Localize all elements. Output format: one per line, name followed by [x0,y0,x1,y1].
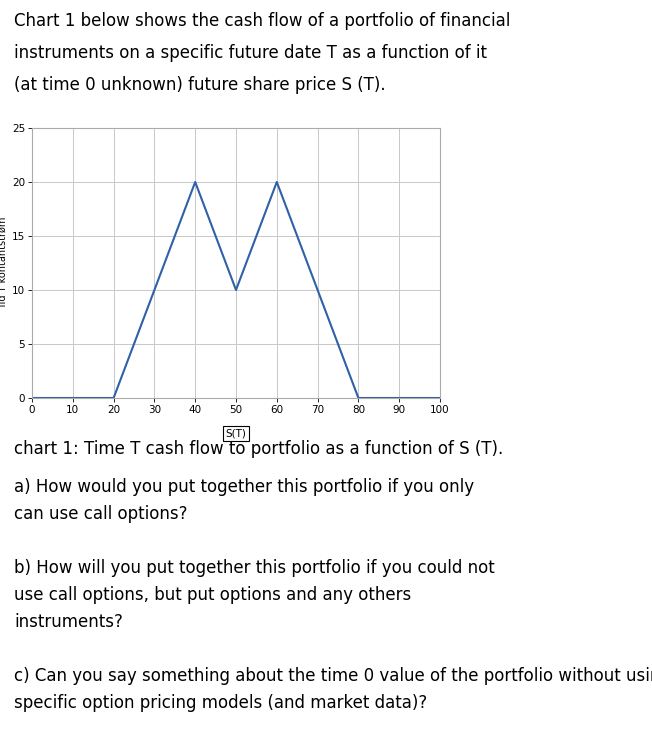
Text: can use call options?: can use call options? [14,505,188,523]
Text: use call options, but put options and any others: use call options, but put options and an… [14,586,411,604]
Text: c) Can you say something about the time 0 value of the portfolio without using: c) Can you say something about the time … [14,667,652,685]
Text: (at time 0 unknown) future share price S (T).: (at time 0 unknown) future share price S… [14,76,385,94]
Text: chart 1: Time T cash flow to portfolio as a function of S (T).: chart 1: Time T cash flow to portfolio a… [14,440,503,458]
Y-axis label: Tid T kontantstrøm: Tid T kontantstrøm [0,217,8,310]
Text: Chart 1 below shows the cash flow of a portfolio of financial: Chart 1 below shows the cash flow of a p… [14,12,511,30]
Text: instruments?: instruments? [14,613,123,631]
Text: instruments on a specific future date T as a function of it: instruments on a specific future date T … [14,44,487,62]
Text: a) How would you put together this portfolio if you only: a) How would you put together this portf… [14,478,474,496]
Text: b) How will you put together this portfolio if you could not: b) How will you put together this portfo… [14,559,495,577]
Text: specific option pricing models (and market data)?: specific option pricing models (and mark… [14,694,427,712]
Text: S(T): S(T) [226,428,246,439]
